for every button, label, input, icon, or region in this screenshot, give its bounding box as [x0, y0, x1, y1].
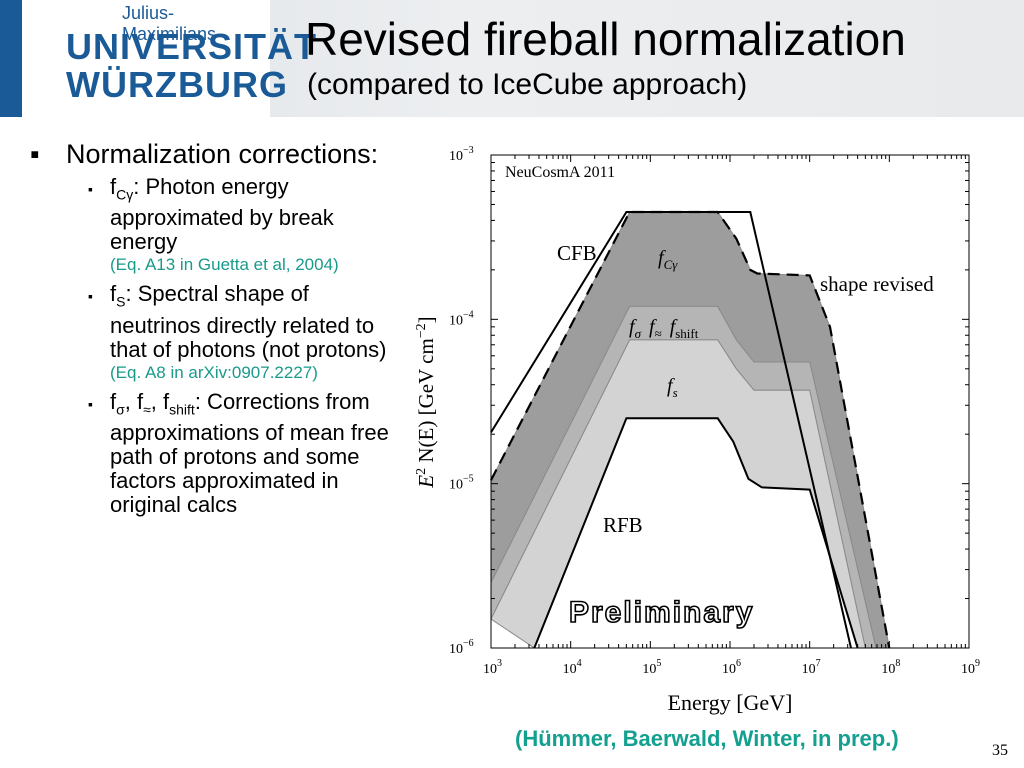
y-tick-exp: −6: [463, 638, 474, 649]
y-label-main: E: [414, 475, 438, 489]
x-tick-label: 108: [881, 658, 900, 677]
logo-line-1: UNIVERSITÄT: [66, 26, 318, 67]
x-tick-label: 103: [483, 658, 502, 677]
annotation-rfb: RFB: [603, 513, 643, 537]
x-tick-label: 106: [722, 658, 741, 677]
f-cgamma-subscript: Cγ: [664, 257, 679, 272]
bullet-square-icon: ▪: [88, 181, 93, 197]
f-shift-symbol: f: [670, 316, 678, 338]
logo-stripe: [0, 0, 22, 117]
sub-bullet-2-text: : Spectral shape of neutrinos directly r…: [110, 281, 387, 362]
y-tick-exp: −3: [463, 145, 474, 156]
logo-small-text: Julius-Maximilians-: [122, 3, 223, 44]
f-approx-symbol: f: [649, 316, 657, 338]
series-line-shape-revised: [490, 210, 891, 649]
sub-bullet-3-sep2: , f: [150, 388, 170, 414]
y-tick-base: 10: [449, 642, 463, 657]
f-s-symbol: f: [667, 375, 675, 397]
sub-bullet-3-sub3: shift: [169, 401, 195, 418]
y-tick-base: 10: [449, 478, 463, 493]
bullet-list: ▪ Normalization corrections: ▪ fCγ: Phot…: [30, 140, 390, 517]
f-cgamma-symbol: f: [658, 247, 666, 269]
x-axis-label: Energy [GeV]: [668, 690, 793, 715]
sub-bullet-2-symbol: f: [110, 281, 117, 307]
page-number: 35: [992, 742, 1008, 759]
sub-bullet-2: ▪ fS: Spectral shape of neutrinos direct…: [88, 282, 390, 383]
x-tick-exp: 3: [497, 658, 502, 669]
citation-credit: (Hümmer, Baerwald, Winter, in prep.): [515, 726, 899, 751]
annotation-f-s: fs: [667, 375, 678, 400]
x-tick-label: 109: [961, 658, 980, 677]
chart-title: NeuCosmA 2011: [505, 164, 615, 181]
f-approx-subscript: ≈: [655, 326, 662, 341]
x-tick-base: 10: [881, 662, 895, 677]
slide-title: Revised fireball normalization: [305, 13, 906, 65]
sub-bullet-3-sep1: , f: [124, 388, 144, 414]
sub-bullet-1-symbol: f: [110, 174, 117, 199]
sub-bullet-3-sub2: ≈: [143, 401, 151, 418]
y-tick-exp: −4: [463, 309, 474, 320]
sub-bullet-3: ▪ fσ, f≈, fshift: Corrections from appro…: [88, 388, 390, 518]
y-label-sup: 2: [414, 468, 429, 475]
x-tick-exp: 7: [816, 658, 821, 669]
y-tick-base: 10: [449, 313, 463, 328]
lines-layer: [490, 210, 891, 649]
y-tick-label: 10−5: [449, 474, 474, 493]
annotation-cfb: CFB: [557, 241, 597, 265]
y-tick-label: 10−6: [449, 638, 474, 657]
x-tick-exp: 6: [736, 658, 741, 669]
x-tick-base: 10: [483, 662, 497, 677]
bullet-square-icon: ▪: [88, 288, 93, 305]
annotation-preliminary: Preliminary: [569, 596, 754, 629]
sub-bullet-1-subscript: Cγ: [116, 186, 134, 203]
x-tick-exp: 4: [577, 658, 582, 669]
x-tick-exp: 5: [656, 658, 661, 669]
y-tick-base: 10: [449, 149, 463, 164]
x-tick-exp: 8: [895, 658, 900, 669]
x-tick-label: 105: [642, 658, 661, 677]
f-shift-subscript: shift: [675, 326, 699, 341]
annotation-f-sigma-group: fσ f≈ fshift: [629, 316, 699, 341]
f-sigma-symbol: f: [629, 316, 637, 338]
y-label-sup2: −2: [414, 323, 429, 338]
sub-bullet-3-sub1: σ: [116, 401, 125, 418]
x-tick-base: 10: [961, 662, 975, 677]
series-line-rfb: [533, 417, 859, 649]
f-sigma-subscript: σ: [635, 326, 642, 341]
logo-line-2: WÜRZBURG: [66, 64, 288, 105]
y-tick-exp: −5: [463, 474, 474, 485]
x-tick-base: 10: [642, 662, 656, 677]
slide-subtitle: (compared to IceCube approach): [307, 68, 748, 101]
x-tick-base: 10: [802, 662, 816, 677]
annotation-shape-revised: shape revised: [820, 272, 934, 296]
annotation-f-cgamma: fCγ: [658, 247, 678, 272]
x-tick-label: 104: [563, 658, 582, 677]
bullet-main: ▪ Normalization corrections:: [30, 140, 390, 169]
bullet-main-text: Normalization corrections:: [66, 139, 379, 169]
sub-bullet-3-symbol: f: [110, 388, 117, 414]
series-line-cfb: [490, 211, 852, 649]
university-logo: Julius-Maximilians- UNIVERSITÄT WÜRZBURG: [0, 0, 316, 117]
sub-bullet-1-text: : Photon energy approximated by break en…: [110, 174, 334, 255]
y-label-end: ]: [414, 316, 438, 323]
y-label-rest: N(E) [GeV cm: [414, 338, 438, 468]
x-tick-base: 10: [722, 662, 736, 677]
y-axis-label: E2 N(E) [GeV cm−2]: [414, 316, 438, 488]
sub-bullet-3-text: : Corrections from approximations of mea…: [110, 388, 389, 518]
y-tick-label: 10−4: [449, 309, 474, 328]
x-tick-exp: 9: [975, 658, 980, 669]
sub-bullet-2-ref: (Eq. A8 in arXiv:0907.2227): [110, 362, 318, 382]
x-tick-base: 10: [563, 662, 577, 677]
y-tick-label: 10−3: [449, 145, 474, 164]
sub-bullet-2-subscript: S: [116, 293, 126, 310]
bullet-square-icon: ▪: [30, 139, 40, 169]
sub-bullet-1-ref: (Eq. A13 in Guetta et al, 2004): [110, 255, 339, 275]
f-s-subscript: s: [673, 385, 678, 400]
bullet-square-icon: ▪: [88, 395, 93, 412]
sub-bullet-1: ▪ fCγ: Photon energy approximated by bre…: [88, 174, 390, 276]
x-tick-label: 107: [802, 658, 821, 677]
